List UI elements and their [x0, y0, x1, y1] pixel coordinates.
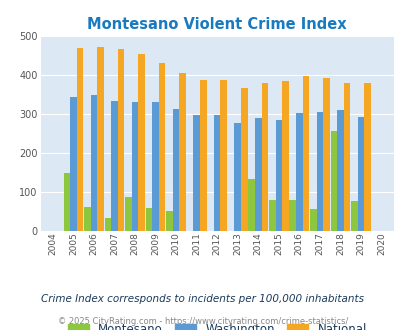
Bar	[363, 83, 370, 231]
Title: Montesano Violent Crime Index: Montesano Violent Crime Index	[87, 17, 346, 32]
Bar	[70, 97, 77, 231]
Bar	[241, 88, 247, 231]
Bar	[268, 200, 275, 231]
Bar	[254, 118, 261, 231]
Bar	[336, 110, 343, 231]
Bar	[145, 208, 152, 231]
Bar	[322, 78, 329, 231]
Bar	[90, 95, 97, 231]
Bar	[97, 47, 104, 231]
Text: © 2025 CityRating.com - https://www.cityrating.com/crime-statistics/: © 2025 CityRating.com - https://www.city…	[58, 317, 347, 326]
Bar	[316, 112, 322, 231]
Text: Crime Index corresponds to incidents per 100,000 inhabitants: Crime Index corresponds to incidents per…	[41, 294, 364, 304]
Bar	[125, 197, 132, 231]
Bar	[117, 49, 124, 231]
Bar	[281, 82, 288, 231]
Bar	[179, 73, 185, 231]
Bar	[248, 179, 254, 231]
Bar	[302, 76, 309, 231]
Bar	[158, 63, 165, 231]
Bar	[289, 200, 295, 231]
Bar	[309, 209, 316, 231]
Bar	[166, 211, 173, 231]
Bar	[200, 80, 206, 231]
Bar	[84, 207, 90, 231]
Bar	[132, 102, 138, 231]
Bar	[138, 54, 145, 231]
Bar	[111, 101, 117, 231]
Bar	[350, 201, 357, 231]
Bar	[357, 116, 363, 231]
Legend: Montesano, Washington, National: Montesano, Washington, National	[63, 319, 371, 330]
Bar	[261, 83, 267, 231]
Bar	[173, 109, 179, 231]
Bar	[343, 82, 350, 231]
Bar	[104, 218, 111, 231]
Bar	[330, 131, 336, 231]
Bar	[295, 113, 302, 231]
Bar	[234, 123, 241, 231]
Bar	[152, 102, 158, 231]
Bar	[220, 80, 226, 231]
Bar	[64, 173, 70, 231]
Bar	[77, 49, 83, 231]
Bar	[213, 115, 220, 231]
Bar	[275, 120, 281, 231]
Bar	[193, 115, 200, 231]
